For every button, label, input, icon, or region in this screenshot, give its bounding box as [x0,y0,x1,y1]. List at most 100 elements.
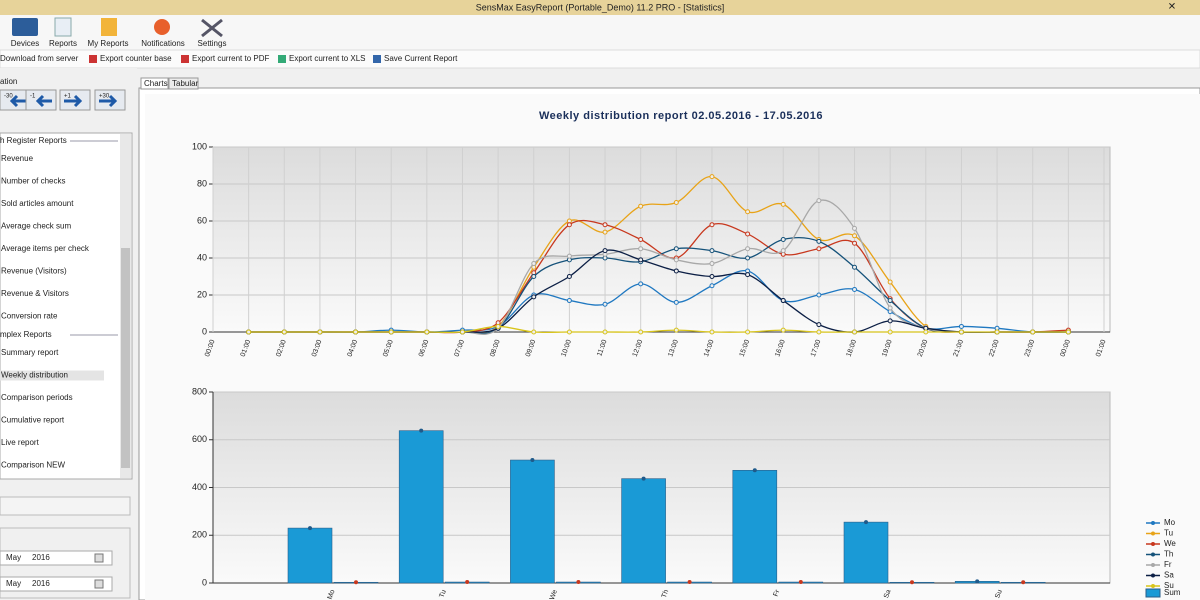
point [709,174,715,180]
date-field[interactable] [0,550,113,566]
point [887,298,893,304]
x-tick-label: Mo [327,589,337,600]
legend-label: Mo [1164,518,1176,527]
notifications-icon[interactable] [154,19,170,35]
toolbar-button[interactable]: Settings [198,39,227,48]
bar-marker [641,476,646,481]
date-picker[interactable] [94,553,104,563]
nav-label[interactable]: +30 [99,94,110,100]
bar [732,470,778,584]
report-item[interactable]: Live report [1,438,40,447]
report-item[interactable]: Revenue (Visitors) [1,267,67,276]
group-header: mplex Reports [0,330,52,339]
action-icon [278,55,286,63]
reports-icon[interactable] [54,17,72,37]
point [673,200,679,205]
report-item[interactable]: Number of checks [1,177,65,186]
legend-label: Th [1164,550,1173,559]
point [958,323,964,329]
report-item[interactable]: Revenue [1,154,34,163]
point [887,279,893,285]
action-button[interactable]: Export counter base [100,54,172,63]
point [745,231,751,237]
nav-label[interactable]: +1 [64,94,72,100]
y-tick-label: 100 [192,141,207,151]
point [816,292,822,298]
legend-marker [1151,563,1155,567]
legend-label: Su [1164,581,1174,590]
point [709,329,715,335]
action-icon [373,55,381,63]
report-item[interactable]: Comparison NEW [1,461,65,470]
series-line [248,325,1069,334]
report-item[interactable]: Average items per check [1,244,90,253]
bar [398,430,444,584]
point [887,318,893,324]
bar-marker [752,468,757,473]
window-title: SensMax EasyReport (Portable_Demo) 11.2 … [476,2,724,12]
close-button[interactable]: ✕ [1168,2,1176,13]
point [638,246,644,252]
nav-label[interactable]: -30 [4,94,13,100]
point [709,222,715,228]
point [816,322,822,328]
date-group [0,527,131,599]
point [709,274,715,279]
group-header: h Register Reports [0,136,67,145]
toolbar-button[interactable]: My Reports [88,39,129,48]
point [709,261,715,267]
bar-marker [975,579,980,584]
nav-label[interactable]: -1 [30,94,36,100]
report-item[interactable]: Conversion rate [1,312,58,321]
report-item[interactable]: Cumulative report [1,416,65,425]
toolbar-button[interactable]: Devices [11,39,39,48]
settings-icon[interactable] [201,18,223,38]
point [638,203,644,209]
point [673,268,679,274]
point [816,329,822,335]
point [745,329,751,335]
bar-marker [576,580,581,585]
my-reports-icon[interactable] [101,18,117,36]
point [887,305,893,311]
point [638,237,644,242]
point [852,240,858,246]
devices-icon[interactable] [12,18,38,36]
tab-label[interactable]: Tabular [172,79,199,88]
report-item[interactable]: Summary report [1,348,59,357]
legend-marker [1151,521,1155,525]
date-field[interactable] [0,576,113,592]
report-list [0,132,133,480]
report-item[interactable]: Revenue & Visitors [1,289,69,298]
legend-label: Tu [1164,529,1173,538]
action-button[interactable]: Download from server [0,54,79,63]
x-tick-label: We [549,589,559,600]
y-tick-label: 400 [192,482,207,492]
point [709,248,715,254]
report-item[interactable]: Sold articles amount [1,199,74,208]
point [745,209,751,215]
tab[interactable] [140,77,169,90]
toolbar-button[interactable]: Notifications [141,39,185,48]
report-item[interactable]: Weekly distribution [1,371,68,380]
report-item[interactable]: Comparison periods [1,393,73,402]
date-picker[interactable] [94,579,104,589]
tab-label[interactable]: Charts [144,79,168,88]
point [745,255,751,261]
action-button[interactable]: Export current to XLS [289,54,365,63]
scroll-thumb[interactable] [121,248,130,468]
point [1065,329,1071,335]
action-button[interactable]: Save Current Report [384,54,458,63]
dropdown[interactable] [0,496,131,516]
report-item[interactable]: Average check sum [1,222,71,231]
legend-marker [1151,542,1155,546]
action-button[interactable]: Export current to PDF [192,54,269,63]
point [852,233,858,239]
y-tick-label: 0 [202,326,207,336]
legend-marker [1151,552,1155,557]
toolbar-button[interactable]: Reports [49,39,77,48]
tab[interactable] [168,77,199,90]
point [459,329,465,335]
y-tick-label: 800 [192,386,207,396]
